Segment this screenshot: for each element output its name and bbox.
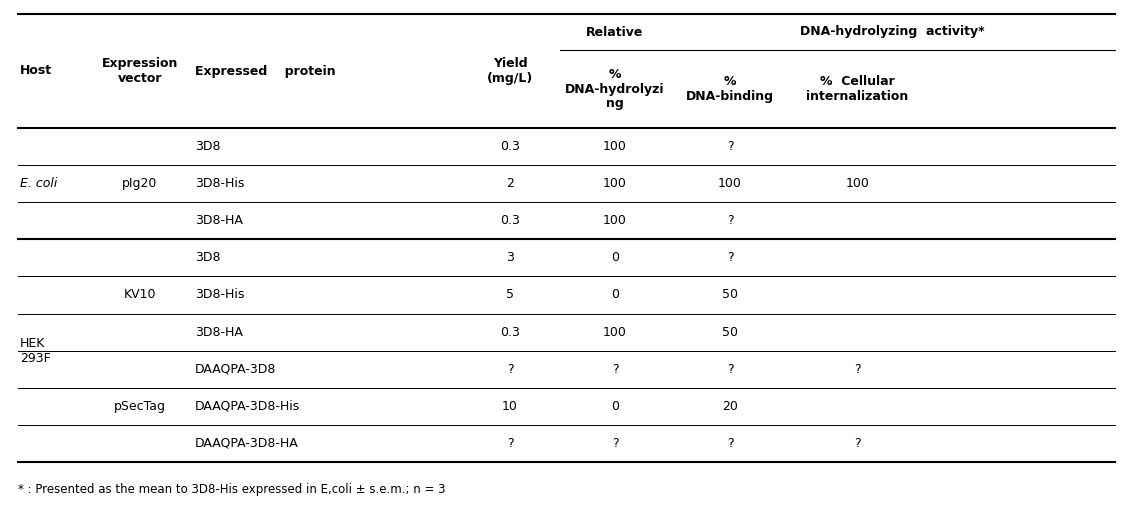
Text: E. coli: E. coli bbox=[20, 177, 58, 190]
Text: ?: ? bbox=[726, 251, 733, 264]
Text: 5: 5 bbox=[506, 289, 514, 302]
Text: pIg20: pIg20 bbox=[122, 177, 157, 190]
Text: 100: 100 bbox=[845, 177, 869, 190]
Text: 0: 0 bbox=[611, 251, 619, 264]
Text: 100: 100 bbox=[603, 177, 627, 190]
Text: 3: 3 bbox=[506, 251, 514, 264]
Text: 3D8-HA: 3D8-HA bbox=[195, 325, 242, 338]
Text: ?: ? bbox=[726, 140, 733, 153]
Text: %
DNA-binding: % DNA-binding bbox=[685, 75, 774, 103]
Text: HEK
293F: HEK 293F bbox=[20, 337, 51, 365]
Text: ?: ? bbox=[726, 437, 733, 450]
Text: 10: 10 bbox=[502, 400, 518, 413]
Text: 50: 50 bbox=[722, 325, 738, 338]
Text: ?: ? bbox=[726, 214, 733, 227]
Text: ?: ? bbox=[612, 437, 619, 450]
Text: %
DNA-hydrolyzi
ng: % DNA-hydrolyzi ng bbox=[565, 67, 665, 111]
Text: 3D8-HA: 3D8-HA bbox=[195, 214, 242, 227]
Text: DAAQPA-3D8-HA: DAAQPA-3D8-HA bbox=[195, 437, 299, 450]
Text: 0.3: 0.3 bbox=[500, 325, 520, 338]
Text: 100: 100 bbox=[603, 214, 627, 227]
Text: 3D8: 3D8 bbox=[195, 251, 221, 264]
Text: ?: ? bbox=[854, 437, 861, 450]
Text: * : Presented as the mean to 3D8-His expressed in E,coli ± s.e.m.; n = 3: * : Presented as the mean to 3D8-His exp… bbox=[18, 484, 445, 497]
Text: ?: ? bbox=[506, 437, 513, 450]
Text: 2: 2 bbox=[506, 177, 514, 190]
Text: ?: ? bbox=[726, 363, 733, 376]
Text: 0.3: 0.3 bbox=[500, 214, 520, 227]
Text: 50: 50 bbox=[722, 289, 738, 302]
Text: 3D8: 3D8 bbox=[195, 140, 221, 153]
Text: pSecTag: pSecTag bbox=[114, 400, 167, 413]
Text: DAAQPA-3D8-His: DAAQPA-3D8-His bbox=[195, 400, 300, 413]
Text: 20: 20 bbox=[722, 400, 738, 413]
Text: Yield
(mg/L): Yield (mg/L) bbox=[487, 57, 534, 85]
Text: %  Cellular
internalization: % Cellular internalization bbox=[807, 75, 909, 103]
Text: 3D8-His: 3D8-His bbox=[195, 289, 245, 302]
Text: 0: 0 bbox=[611, 289, 619, 302]
Text: ?: ? bbox=[612, 363, 619, 376]
Text: Relative: Relative bbox=[586, 25, 644, 38]
Text: DNA-hydrolyzing  activity*: DNA-hydrolyzing activity* bbox=[800, 25, 985, 38]
Text: ?: ? bbox=[506, 363, 513, 376]
Text: 100: 100 bbox=[603, 140, 627, 153]
Text: DAAQPA-3D8: DAAQPA-3D8 bbox=[195, 363, 276, 376]
Text: Expression
vector: Expression vector bbox=[102, 57, 178, 85]
Text: 0: 0 bbox=[611, 400, 619, 413]
Text: 100: 100 bbox=[718, 177, 742, 190]
Text: Expressed    protein: Expressed protein bbox=[195, 64, 335, 77]
Text: 0.3: 0.3 bbox=[500, 140, 520, 153]
Text: 100: 100 bbox=[603, 325, 627, 338]
Text: ?: ? bbox=[854, 363, 861, 376]
Text: Host: Host bbox=[20, 64, 52, 77]
Text: 3D8-His: 3D8-His bbox=[195, 177, 245, 190]
Text: KV10: KV10 bbox=[123, 289, 156, 302]
